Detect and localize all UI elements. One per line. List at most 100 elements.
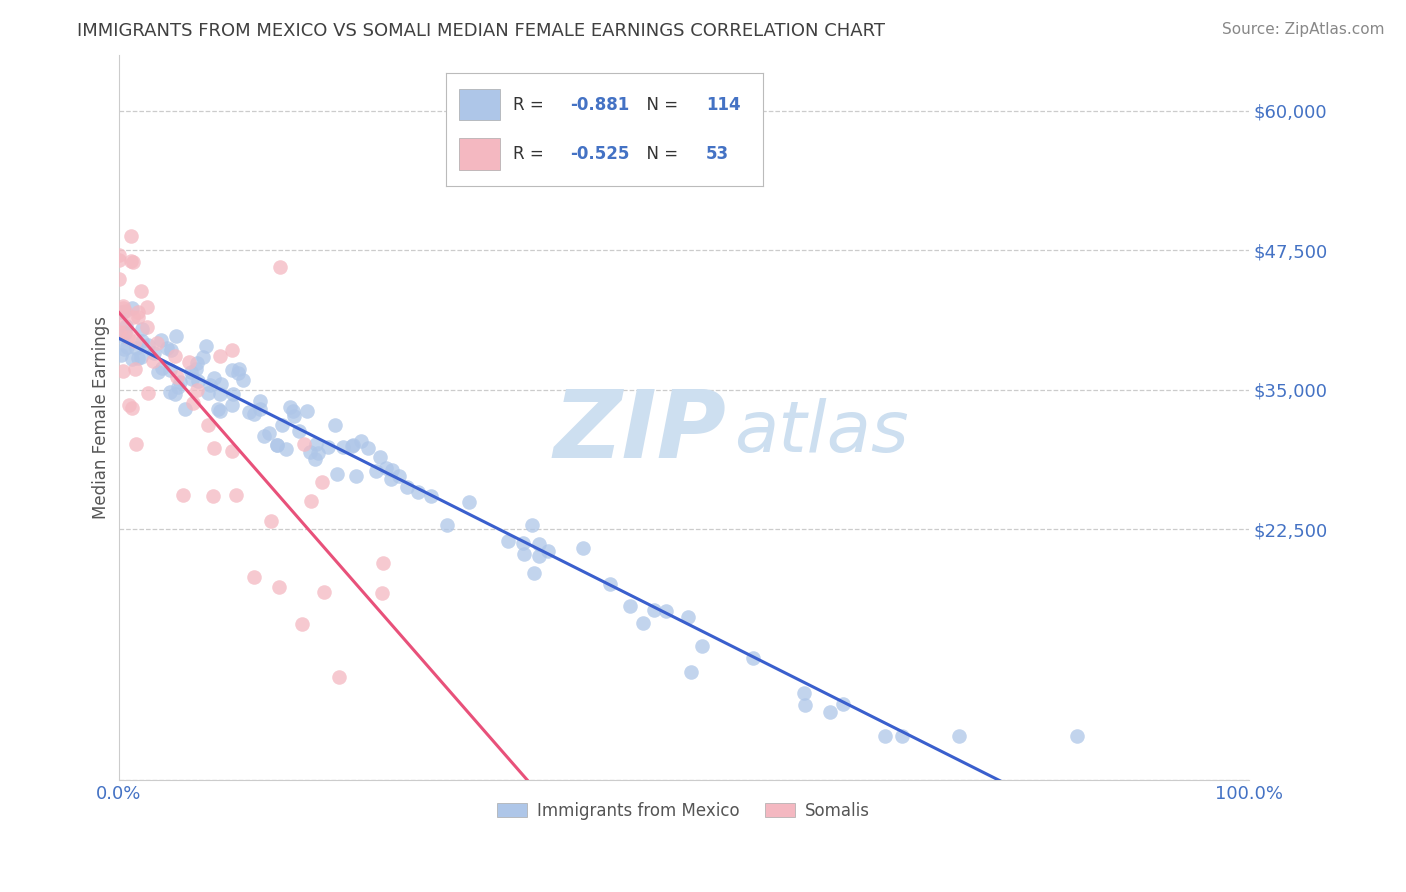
Point: [136, 337, 159, 351]
Point: [163, 387, 186, 401]
Point: [370, 450, 392, 465]
Point: [159, 343, 181, 358]
Point: [332, 440, 354, 454]
Point: [111, 364, 134, 378]
Point: [221, 363, 243, 377]
Point: [344, 468, 367, 483]
Point: [118, 398, 141, 412]
Point: [121, 301, 143, 315]
Text: Source: ZipAtlas.com: Source: ZipAtlas.com: [1222, 22, 1385, 37]
Point: [266, 438, 288, 452]
Point: [631, 615, 654, 630]
Point: [527, 549, 550, 563]
Point: [292, 436, 315, 450]
Point: [948, 729, 970, 743]
Point: [121, 401, 143, 415]
Point: [136, 385, 159, 400]
Point: [208, 349, 231, 363]
Point: [283, 409, 305, 424]
Point: [328, 670, 350, 684]
Point: [269, 580, 291, 594]
Point: [112, 301, 135, 315]
Point: [818, 705, 841, 719]
Point: [129, 284, 152, 298]
Point: [127, 305, 149, 319]
Point: [307, 446, 329, 460]
Point: [406, 485, 429, 500]
Point: [111, 329, 134, 343]
Point: [520, 517, 543, 532]
Y-axis label: Median Female Earnings: Median Female Earnings: [93, 317, 110, 519]
Point: [108, 315, 131, 329]
Point: [149, 333, 172, 347]
Point: [159, 363, 181, 377]
Point: [304, 452, 326, 467]
Point: [252, 428, 274, 442]
Point: [197, 385, 219, 400]
Point: [891, 729, 914, 743]
Point: [121, 351, 143, 366]
Point: [243, 569, 266, 583]
Point: [225, 488, 247, 502]
Point: [202, 371, 225, 385]
Point: [159, 385, 181, 400]
Point: [165, 349, 187, 363]
Point: [257, 425, 280, 440]
Point: [690, 640, 713, 654]
Point: [172, 488, 194, 502]
Point: [120, 253, 142, 268]
Point: [420, 489, 443, 503]
Point: [527, 537, 550, 551]
Point: [187, 374, 209, 388]
Point: [537, 543, 560, 558]
Point: [436, 517, 458, 532]
Point: [201, 489, 224, 503]
Point: [832, 697, 855, 711]
Point: [117, 330, 139, 344]
Text: ZIP: ZIP: [554, 386, 727, 478]
Point: [124, 362, 146, 376]
Point: [260, 514, 283, 528]
Point: [115, 319, 138, 334]
Point: [166, 380, 188, 394]
Point: [180, 372, 202, 386]
Point: [177, 355, 200, 369]
Point: [142, 354, 165, 368]
Point: [124, 334, 146, 348]
Point: [221, 444, 243, 458]
Point: [209, 404, 232, 418]
Point: [111, 299, 134, 313]
Point: [266, 438, 288, 452]
Point: [288, 424, 311, 438]
Point: [513, 547, 536, 561]
Point: [221, 343, 243, 358]
Point: [312, 585, 335, 599]
Point: [249, 401, 271, 416]
Point: [152, 360, 174, 375]
Point: [127, 310, 149, 324]
Point: [395, 480, 418, 494]
Point: [243, 408, 266, 422]
Point: [364, 464, 387, 478]
Point: [195, 339, 218, 353]
Point: [148, 365, 170, 379]
Point: [131, 334, 153, 348]
Point: [186, 383, 208, 397]
Point: [145, 335, 167, 350]
Point: [121, 254, 143, 268]
Point: [125, 437, 148, 451]
Point: [209, 377, 232, 392]
Point: [108, 271, 131, 285]
Point: [108, 305, 131, 319]
Point: [269, 260, 291, 275]
Point: [221, 387, 243, 401]
Point: [342, 438, 364, 452]
Point: [350, 434, 373, 449]
Point: [340, 439, 363, 453]
Point: [114, 303, 136, 318]
Point: [136, 300, 159, 314]
Point: [512, 536, 534, 550]
Point: [191, 350, 214, 364]
Point: [127, 351, 149, 365]
Point: [381, 463, 404, 477]
